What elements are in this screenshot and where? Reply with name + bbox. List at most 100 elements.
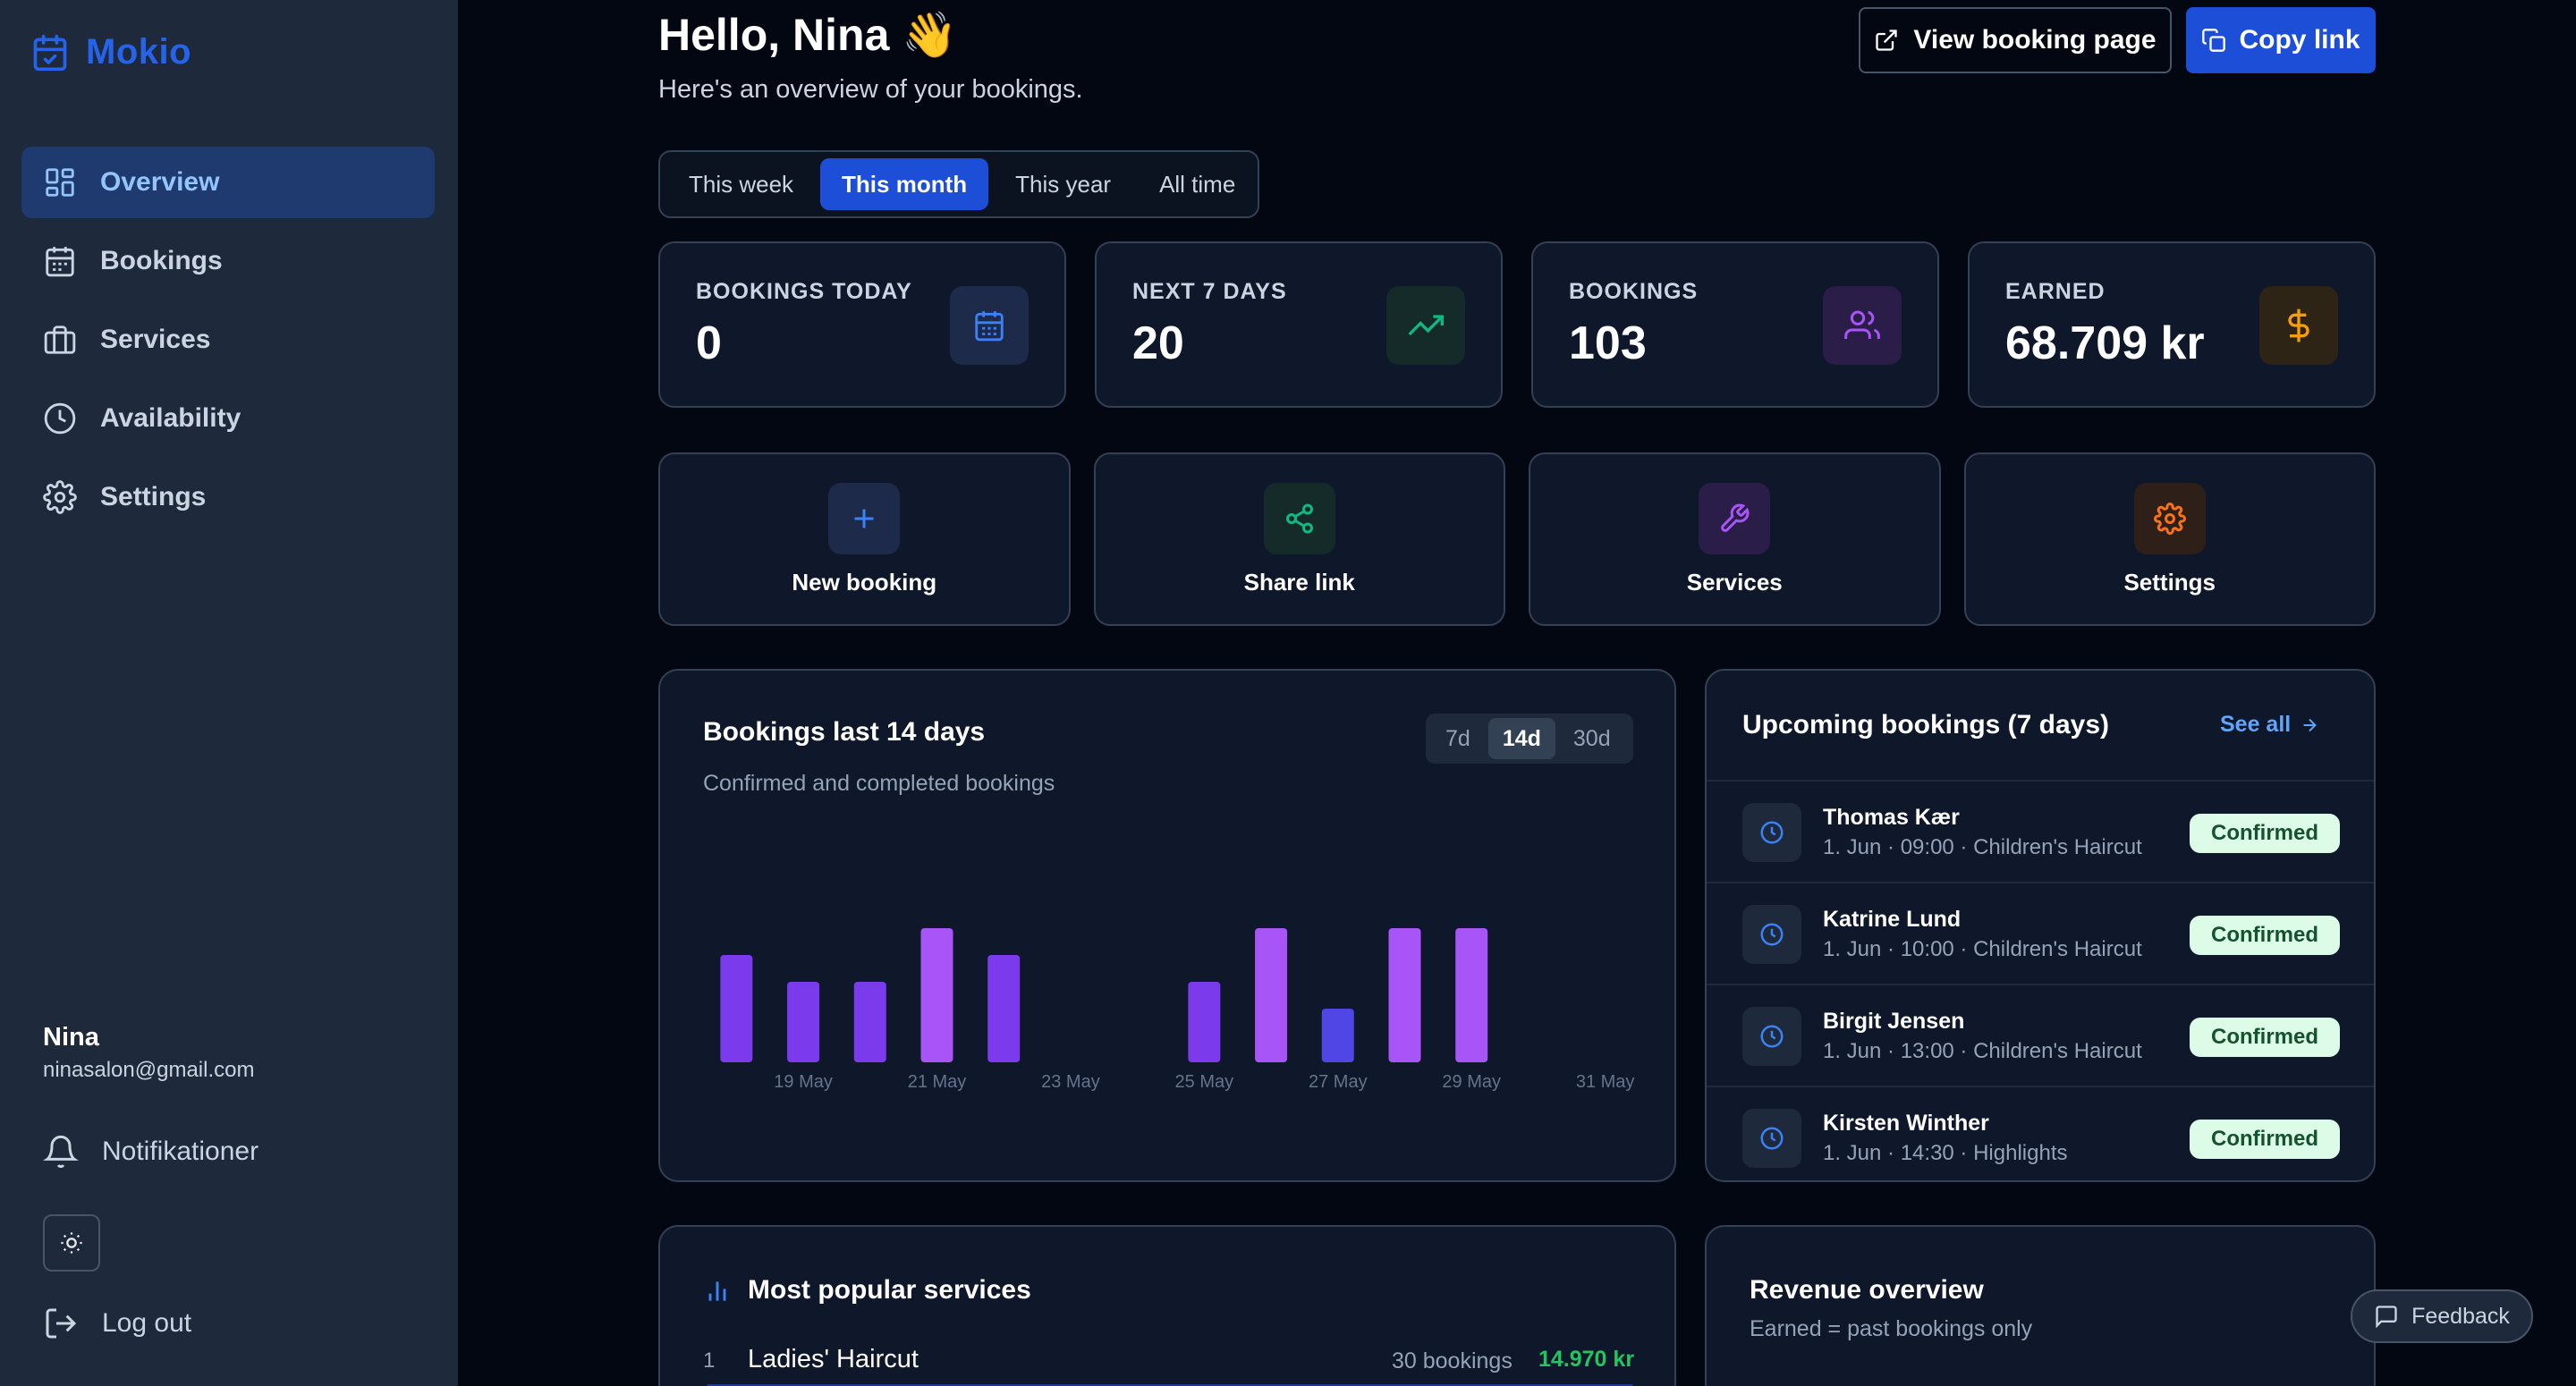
tab-30d[interactable]: 30d	[1572, 725, 1611, 751]
sidebar-item-services[interactable]: Services	[21, 304, 435, 376]
services-button[interactable]: Services	[1529, 452, 1941, 626]
user-email: ninasalon@gmail.com	[43, 1058, 255, 1082]
share-link-button[interactable]: Share link	[1093, 452, 1505, 626]
app-logo[interactable]: Mokio	[30, 32, 191, 72]
see-all-link[interactable]: See all	[2220, 712, 2319, 738]
sidebar-item-bookings[interactable]: Bookings	[21, 225, 435, 297]
page-subtitle: Here's an overview of your bookings.	[658, 75, 1083, 104]
sidebar: Mokio Overview Bookings Services Availab…	[0, 0, 458, 1386]
message-icon	[2376, 1306, 2397, 1329]
view-booking-page-label: View booking page	[1913, 25, 2157, 55]
booking-meta: 1. Jun · 09:00 · Children's Haircut	[1823, 835, 2142, 859]
chart-tick-label: 21 May	[908, 1072, 967, 1092]
logout-link[interactable]: Log out	[43, 1306, 191, 1341]
stat-label: BOOKINGS	[1569, 279, 1699, 304]
chart-bar[interactable]	[787, 982, 820, 1062]
clock-icon	[1742, 1109, 1801, 1168]
dashboard-icon	[46, 168, 74, 197]
tab-7d[interactable]: 7d	[1445, 725, 1470, 751]
booking-name: Katrine Lund	[1823, 907, 1962, 932]
tab-this-week[interactable]: This week	[689, 170, 794, 198]
theme-toggle-button[interactable]	[43, 1214, 100, 1272]
sidebar-item-availability[interactable]: Availability	[21, 383, 435, 454]
status-badge: Confirmed	[2190, 814, 2340, 853]
copy-link-button[interactable]: Copy link	[2186, 7, 2376, 73]
chart-bar[interactable]	[1321, 1009, 1354, 1062]
upcoming-title: Upcoming bookings (7 days)	[1742, 710, 2110, 739]
chart-bar[interactable]	[920, 928, 953, 1062]
chart-tick-label: 23 May	[1041, 1072, 1100, 1092]
settings-button[interactable]: Settings	[1963, 452, 2376, 626]
sidebar-item-settings[interactable]: Settings	[21, 461, 435, 533]
booking-meta: 1. Jun · 13:00 · Children's Haircut	[1823, 1039, 2142, 1063]
chart-bar[interactable]	[987, 955, 1021, 1062]
feedback-button[interactable]: Feedback	[2351, 1289, 2533, 1343]
revenue-subtitle: Earned = past bookings only	[1750, 1316, 2033, 1341]
stats-row: BOOKINGS TODAY 0 NEXT 7 DAYS 20 BOOKINGS…	[658, 241, 2376, 408]
booking-meta: 1. Jun · 14:30 · Highlights	[1823, 1141, 2068, 1165]
clock-icon	[1742, 1007, 1801, 1066]
stat-card-bookings: BOOKINGS 103	[1531, 241, 1939, 408]
quick-actions: New booking Share link Services Settings	[658, 452, 2376, 626]
chart-tick-label: 29 May	[1442, 1072, 1501, 1092]
booking-name: Birgit Jensen	[1823, 1009, 1965, 1034]
bell-icon	[43, 1135, 79, 1169]
clock-icon	[1742, 803, 1801, 862]
sidebar-item-label: Overview	[100, 167, 220, 197]
chart-bar[interactable]	[853, 982, 886, 1062]
tab-all-time[interactable]: All time	[1159, 170, 1236, 198]
logout-icon	[46, 1308, 77, 1339]
date-range-tabs: This week This month This year All time	[658, 150, 1259, 218]
chart-tick-label: 31 May	[1576, 1072, 1635, 1092]
copy-icon	[2202, 29, 2226, 52]
bookings-chart-panel: Bookings last 14 days Confirmed and comp…	[658, 669, 1676, 1182]
stat-value: 68.709 kr	[2005, 317, 2205, 369]
tab-14d[interactable]: 14d	[1487, 718, 1555, 759]
notifications-link[interactable]: Notifikationer	[43, 1134, 258, 1170]
stat-card-bookings-today: BOOKINGS TODAY 0	[658, 241, 1066, 408]
status-badge: Confirmed	[2190, 1018, 2340, 1057]
wrench-icon	[1699, 483, 1771, 554]
action-label: Services	[1686, 569, 1783, 596]
booking-row[interactable]: Kirsten Winther 1. Jun · 14:30 · Highlig…	[1707, 1087, 2374, 1180]
bar-chart-icon	[708, 1281, 726, 1301]
booking-row[interactable]: Katrine Lund 1. Jun · 10:00 · Children's…	[1707, 883, 2374, 985]
booking-name: Thomas Kær	[1823, 805, 1960, 830]
sidebar-nav: Overview Bookings Services Availability …	[21, 147, 435, 540]
clock-icon	[44, 402, 76, 435]
action-label: Settings	[2123, 569, 2216, 596]
calendar-icon	[950, 286, 1029, 365]
service-name: Ladies' Haircut	[748, 1345, 919, 1373]
popular-services-panel: Most popular services 1 Ladies' Haircut …	[658, 1225, 1676, 1386]
service-amount: 14.970 kr	[1538, 1347, 1635, 1372]
action-label: Share link	[1243, 569, 1355, 596]
calendar-check-icon	[33, 34, 67, 71]
chart-bar[interactable]	[720, 955, 753, 1062]
share-icon	[1263, 483, 1335, 554]
chart-title: Bookings last 14 days	[703, 717, 986, 747]
new-booking-button[interactable]: New booking	[658, 452, 1071, 626]
chart-subtitle: Confirmed and completed bookings	[703, 771, 1055, 796]
stat-card-next-7-days: NEXT 7 DAYS 20	[1095, 241, 1503, 408]
chart-bar[interactable]	[1255, 928, 1288, 1062]
chart-bar[interactable]	[1388, 928, 1421, 1062]
dollar-icon	[2259, 286, 2338, 365]
sidebar-item-overview[interactable]: Overview	[21, 147, 435, 218]
upcoming-bookings-panel: Upcoming bookings (7 days) See all Thoma…	[1705, 669, 2376, 1182]
chart-bar[interactable]	[1455, 928, 1488, 1062]
stat-label: NEXT 7 DAYS	[1132, 279, 1287, 304]
booking-row[interactable]: Birgit Jensen 1. Jun · 13:00 · Children'…	[1707, 985, 2374, 1087]
user-info: Nina ninasalon@gmail.com	[43, 1023, 254, 1083]
gear-icon	[43, 480, 77, 514]
view-booking-page-button[interactable]: View booking page	[1859, 7, 2172, 73]
booking-row[interactable]: Thomas Kær 1. Jun · 09:00 · Children's H…	[1707, 782, 2374, 883]
chart-period-tabs: 7d 14d 30d	[1426, 714, 1633, 764]
action-label: New booking	[792, 569, 937, 596]
chart-bar[interactable]	[1188, 982, 1221, 1062]
tab-this-year[interactable]: This year	[1015, 170, 1112, 198]
tab-this-month[interactable]: This month	[820, 158, 989, 210]
popular-title: Most popular services	[748, 1275, 1031, 1305]
logout-label: Log out	[102, 1308, 192, 1338]
stat-label: EARNED	[2005, 279, 2106, 304]
users-icon	[1823, 286, 1902, 365]
